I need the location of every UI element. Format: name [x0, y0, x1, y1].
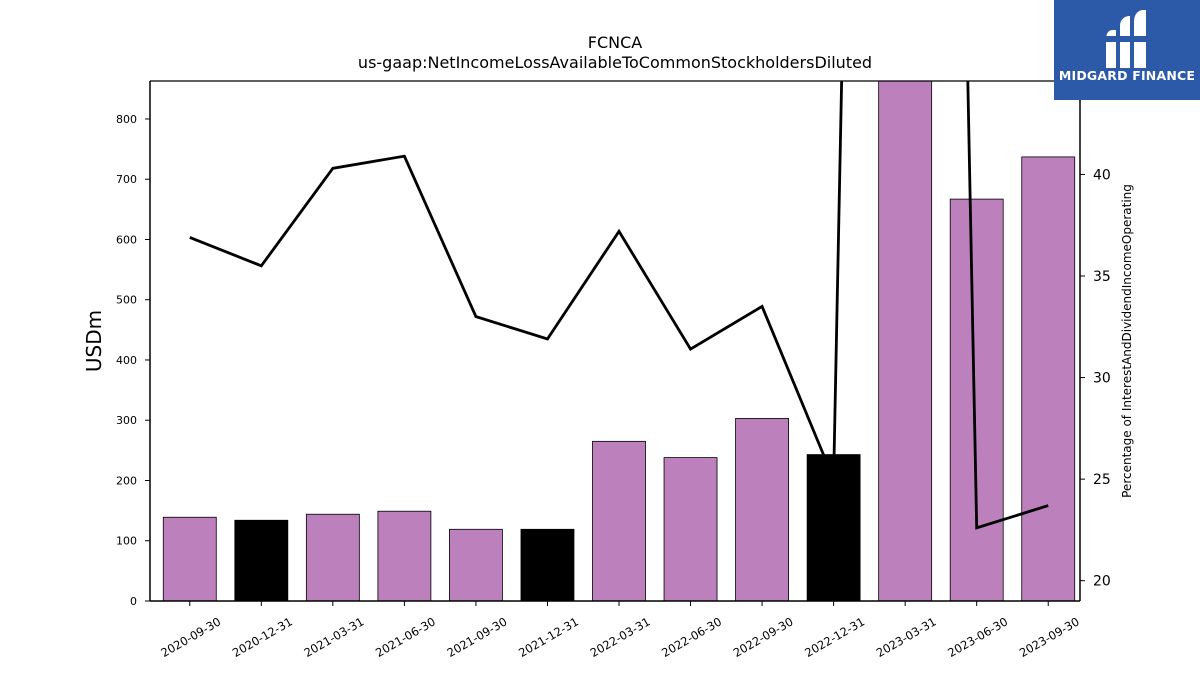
chart-subtitle: us-gaap:NetIncomeLossAvailableToCommonSt… — [358, 53, 872, 72]
y-tick-label: 500 — [116, 294, 137, 307]
line-group — [189, 81, 1049, 530]
y-tick-label: 300 — [116, 414, 137, 427]
bar-2021-12-31 — [520, 528, 575, 601]
y-tick-label: 0 — [130, 595, 137, 608]
x-tick-label: 2021-06-30 — [373, 614, 438, 660]
x-tick-label: 2020-09-30 — [158, 614, 223, 660]
x-tick-label: 2020-12-31 — [230, 614, 295, 660]
y2-tick-label: 30 — [1093, 371, 1111, 387]
y-tick-label: 100 — [116, 535, 137, 548]
x-tick-label: 2021-03-31 — [301, 614, 366, 660]
bar-2022-03-31 — [592, 440, 646, 601]
x-tick-label: 2023-06-30 — [945, 614, 1010, 660]
x-tick-label: 2021-09-30 — [445, 614, 510, 660]
y-tick-label: 200 — [116, 474, 137, 487]
bar-2022-09-30 — [735, 418, 789, 601]
y-tick-label: 600 — [116, 233, 137, 246]
x-tick-label: 2022-09-30 — [731, 614, 796, 660]
y-tick-label: 400 — [116, 354, 137, 367]
x-tick-label: 2023-03-31 — [874, 614, 939, 660]
y-axis-label: USDm — [82, 310, 106, 372]
bar-2021-03-31 — [305, 513, 360, 601]
x-tick-label: 2022-03-31 — [588, 614, 653, 660]
midgard-logo-icon — [1106, 10, 1150, 68]
bar-2020-12-31 — [234, 519, 289, 601]
x-tick-label: 2022-12-31 — [802, 614, 867, 660]
y2-tick-label: 25 — [1093, 472, 1111, 488]
y-tick-label: 700 — [116, 173, 137, 186]
line-series — [189, 81, 1049, 530]
bar-group — [162, 81, 1076, 601]
x-tick-label: 2023-09-30 — [1017, 614, 1082, 660]
y2-tick-label: 35 — [1093, 269, 1111, 285]
bar-2022-06-30 — [663, 457, 718, 601]
bar-2021-09-30 — [449, 528, 503, 601]
bar-2023-06-30 — [949, 198, 1004, 601]
y2-tick-label: 40 — [1093, 167, 1111, 183]
bar-2020-09-30 — [162, 516, 217, 601]
chart-title: FCNCA — [588, 33, 643, 52]
logo-text: MIDGARD FINANCE — [1058, 68, 1196, 83]
x-tick-label: 2021-12-31 — [516, 614, 581, 660]
bar-2023-09-30 — [1021, 156, 1076, 601]
y2-axis-label: Percentage of InterestAndDividendIncomeO… — [1120, 184, 1134, 498]
bar-2021-06-30 — [377, 510, 432, 601]
y-tick-label: 800 — [116, 113, 137, 126]
y2-tick-label: 20 — [1093, 574, 1111, 590]
brand-logo: MIDGARD FINANCE — [1054, 0, 1200, 100]
bar-2023-03-31 — [878, 81, 933, 601]
x-tick-label: 2022-06-30 — [659, 614, 724, 660]
